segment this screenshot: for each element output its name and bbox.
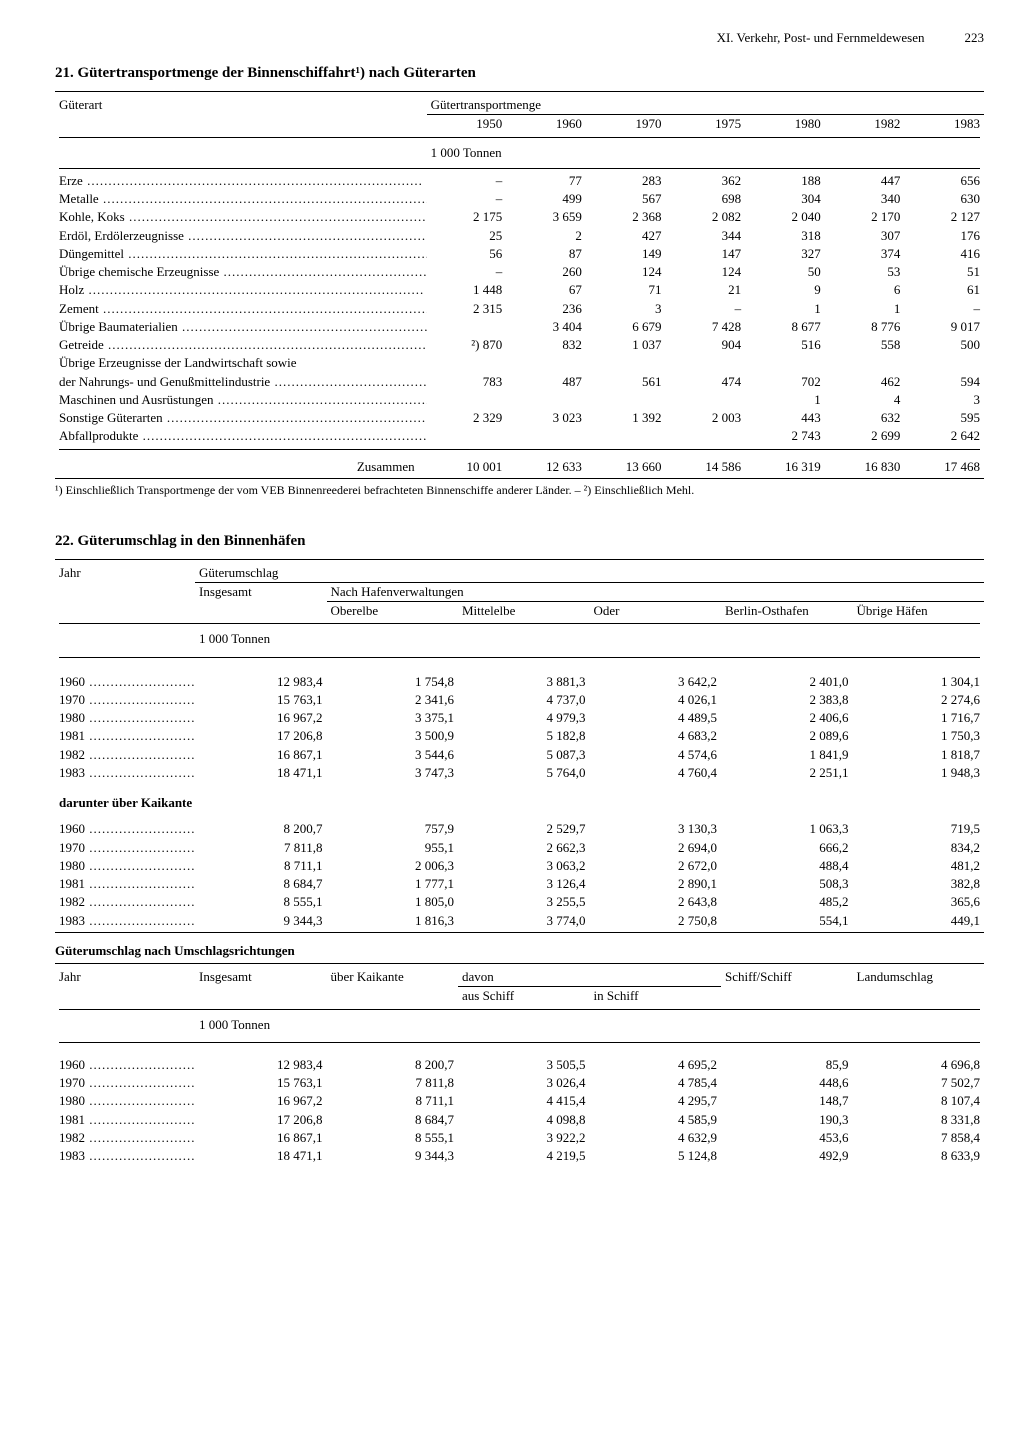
table21: Güterart Gütertransportmenge 1950 1960 1… [55,96,984,476]
year-label: 1981 [55,1111,195,1129]
col-guterart: Güterart [55,96,427,134]
table-row: Abfallprodukte2 7432 6992 642 [55,427,984,445]
year-label: 1983 [55,764,195,782]
table-row: 198117 206,83 500,95 182,84 683,22 089,6… [55,727,984,745]
year-label: 1983 [55,912,195,930]
col-jahr: Jahr [55,564,195,621]
row-label: Sonstige Güterarten [55,409,427,427]
table-row: Kohle, Koks2 1753 6592 3682 0822 0402 17… [55,208,984,226]
year-label: 1982 [55,746,195,764]
row-label: Übrige Baumaterialien [55,318,427,336]
table-row: Getreide²) 8708321 037904516558500 [55,336,984,354]
table-row: 198216 867,13 544,65 087,34 574,61 841,9… [55,746,984,764]
table-row: Metalle–499567698304340630 [55,190,984,208]
row-label: Metalle [55,190,427,208]
year-label: 1960 [55,673,195,691]
table22-part2: Jahr Insgesamt über Kaikante davon Schif… [55,968,984,1165]
rule [55,478,984,479]
table-row: Übrige Erzeugnisse der Landwirtschaft so… [55,354,984,372]
rule [55,91,984,92]
subhead-kaikante: darunter über Kaikante [55,794,984,812]
table-row: 196012 983,48 200,73 505,54 695,285,94 6… [55,1056,984,1074]
year-label: 1960 [55,1056,195,1074]
chapter-title: XI. Verkehr, Post- und Fernmeldewesen [717,30,925,46]
row-label: der Nahrungs- und Genußmittelindustrie [55,373,427,391]
page-header: XI. Verkehr, Post- und Fernmeldewesen 22… [55,30,984,46]
table-row: Holz1 4486771219661 [55,281,984,299]
table-row: 198016 967,28 711,14 415,44 295,7148,78 … [55,1092,984,1110]
year-label: 1970 [55,691,195,709]
table-row: 19828 555,11 805,03 255,52 643,8485,2365… [55,893,984,911]
row-label: Erdöl, Erdölerzeugnisse [55,227,427,245]
table-row: 19818 684,71 777,13 126,42 890,1508,3382… [55,875,984,893]
table-row: 198318 471,13 747,35 764,04 760,42 251,1… [55,764,984,782]
year-label: 1980 [55,857,195,875]
year-label: 1981 [55,727,195,745]
row-label: Holz [55,281,427,299]
table22-part1: Jahr Güterumschlag Insgesamt Nach Hafenv… [55,564,984,930]
table-row: Maschinen und Ausrüstungen143 [55,391,984,409]
table-row: 19808 711,12 006,33 063,22 672,0488,4481… [55,857,984,875]
table22-title: 22. Güterumschlag in den Binnenhäfen [55,532,984,551]
table-row: der Nahrungs- und Genußmittelindustrie78… [55,373,984,391]
year-label: 1960 [55,820,195,838]
table-row: 198318 471,19 344,34 219,55 124,8492,98 … [55,1147,984,1165]
table-row: Zement2 3152363–11– [55,300,984,318]
year-label: 1982 [55,1129,195,1147]
table22-part2-title: Güterumschlag nach Umschlagsrichtungen [55,943,984,959]
year-label: 1983 [55,1147,195,1165]
table-row: 198117 206,88 684,74 098,84 585,9190,38 … [55,1111,984,1129]
table-row: Erze–77283362188447656 [55,172,984,190]
year-label: 1982 [55,893,195,911]
table-row: 197015 763,12 341,64 737,04 026,12 383,8… [55,691,984,709]
page-number: 223 [965,30,985,46]
table21-footnote: ¹) Einschließlich Transportmenge der vom… [55,483,984,498]
row-label: Zement [55,300,427,318]
rule [55,963,984,964]
row-label: Übrige Erzeugnisse der Landwirtschaft so… [55,354,427,372]
table21-title: 21. Gütertransportmenge der Binnenschiff… [55,64,984,83]
rule [55,559,984,560]
table-row: Übrige Baumaterialien3 4046 6797 4288 67… [55,318,984,336]
row-label: Getreide [55,336,427,354]
table-row: 19839 344,31 816,33 774,02 750,8554,1449… [55,912,984,930]
year-label: 1970 [55,839,195,857]
group-header: Gütertransportmenge [427,96,984,115]
row-label: Erze [55,172,427,190]
table-row: 19608 200,7757,92 529,73 130,31 063,3719… [55,820,984,838]
table-row: 198016 967,23 375,14 979,34 489,52 406,6… [55,709,984,727]
table-row: 19707 811,8955,12 662,32 694,0666,2834,2 [55,839,984,857]
year-label: 1980 [55,1092,195,1110]
row-label: Übrige chemische Erzeugnisse [55,263,427,281]
row-label: Düngemittel [55,245,427,263]
year-label: 1981 [55,875,195,893]
sum-row: Zusammen 10 001 12 633 13 660 14 586 16 … [55,453,984,476]
year-label: 1980 [55,709,195,727]
row-label: Abfallprodukte [55,427,427,445]
row-label: Maschinen und Ausrüstungen [55,391,427,409]
table-row: Sonstige Güterarten2 3293 0231 3922 0034… [55,409,984,427]
year-label: 1970 [55,1074,195,1092]
unit: 1 000 Tonnen [427,141,984,165]
table-row: 196012 983,41 754,83 881,33 642,22 401,0… [55,673,984,691]
table-row: 198216 867,18 555,13 922,24 632,9453,67 … [55,1129,984,1147]
table-row: Erdöl, Erdölerzeugnisse25242734431830717… [55,227,984,245]
table-row: Übrige chemische Erzeugnisse–26012412450… [55,263,984,281]
table-row: Düngemittel5687149147327374416 [55,245,984,263]
row-label: Kohle, Koks [55,208,427,226]
table-row: 197015 763,17 811,83 026,44 785,4448,67 … [55,1074,984,1092]
rule [55,932,984,933]
